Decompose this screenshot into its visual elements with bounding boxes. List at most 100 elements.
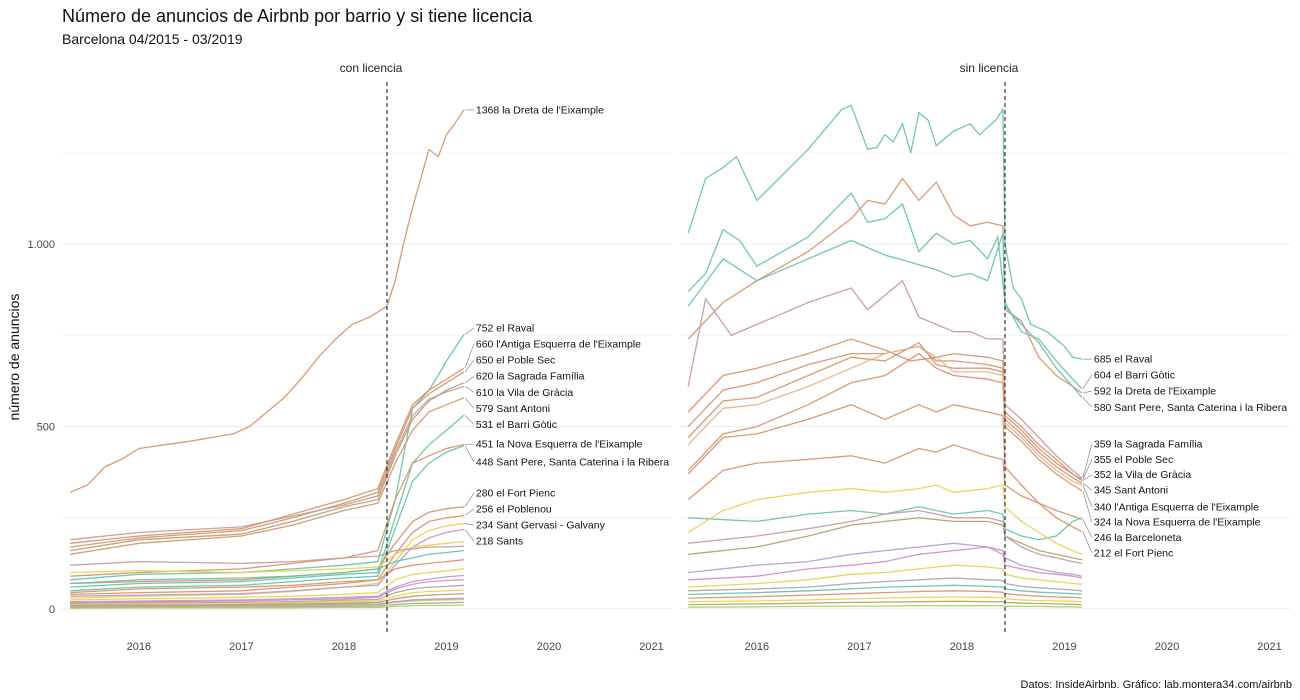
label-connector — [464, 523, 474, 526]
series-line — [687, 345, 1083, 482]
series-line — [687, 444, 1083, 520]
series-line — [70, 382, 465, 552]
series-end-label: 531 el Barri Gòtic — [476, 419, 557, 431]
series-end-label: 280 el Fort Pienc — [476, 487, 555, 499]
series-line — [688, 596, 1082, 603]
series-line — [687, 233, 1083, 398]
series-line — [687, 104, 1083, 360]
series-line — [70, 589, 464, 606]
series-line — [70, 598, 464, 608]
y-axis-label: número de anuncios — [6, 294, 22, 421]
label-connector — [464, 397, 475, 409]
panels: con licencia 2016 2017 2018 2019 2020 2021 0 500… — [27, 61, 1290, 653]
label-connector — [1082, 519, 1093, 538]
panel-1: con licencia 2016 2017 2018 2019 2020 2021 0 500… — [27, 61, 672, 653]
series-line — [70, 385, 465, 541]
series-line — [688, 584, 1082, 596]
panel-strip-label: con licencia — [340, 61, 403, 75]
series-end-label: 324 la Nova Esquerra de l'Eixample — [1094, 517, 1261, 529]
series-line — [688, 546, 1083, 581]
series-end-label: 604 el Barri Gòtic — [1094, 370, 1175, 382]
series-end-label: 359 la Sagrada Família — [1094, 439, 1203, 451]
label-connector — [464, 360, 475, 373]
series-line — [688, 509, 1083, 565]
panel-strip-label: sin licencia — [960, 61, 1019, 75]
series-end-label: 592 la Dreta de l'Eixample — [1094, 386, 1216, 398]
label-connector — [464, 529, 475, 542]
label-connector — [464, 343, 475, 369]
series-line — [70, 579, 464, 604]
series-end-label: 685 el Raval — [1094, 354, 1152, 366]
label-connector — [464, 508, 475, 516]
series-line — [70, 443, 465, 577]
label-connector — [464, 492, 475, 507]
series-line — [688, 590, 1082, 599]
series-end-label: 340 l'Antiga Esquerra de l'Eixample — [1094, 501, 1259, 513]
series-line — [70, 397, 465, 555]
label-connector — [1082, 459, 1093, 480]
label-connector — [464, 386, 475, 393]
x-tick-label: 2017 — [847, 641, 871, 653]
label-connector — [1082, 484, 1093, 507]
series-end-label: 660 l'Antiga Esquerra de l'Eixample — [476, 339, 641, 351]
series-line — [687, 341, 1083, 484]
series-line — [688, 605, 1082, 608]
series-end-label: 1368 la Dreta de l'Eixample — [476, 104, 604, 116]
series-line — [687, 345, 1083, 486]
series-end-label: 650 el Poble Sec — [476, 355, 555, 367]
label-connector — [1082, 490, 1093, 523]
series-line — [70, 604, 464, 609]
y-tick-label: 500 — [37, 422, 55, 434]
series-end-label: 218 Sants — [476, 536, 523, 548]
x-tick-label: 2016 — [745, 641, 769, 653]
series-line — [687, 352, 1083, 492]
x-tick-label: 2018 — [950, 641, 974, 653]
x-tick-label: 2021 — [639, 641, 663, 653]
label-connector — [1082, 390, 1092, 394]
series-line — [70, 568, 464, 601]
label-connector — [1082, 374, 1093, 389]
series-end-label: 579 Sant Antoni — [476, 403, 550, 415]
series-end-label: 256 el Poblenou — [476, 504, 552, 516]
series-end-label: 352 la Vila de Gràcia — [1094, 469, 1191, 481]
series-line — [70, 545, 464, 566]
series-line — [70, 414, 465, 588]
series-line — [688, 577, 1082, 592]
series-end-label: 345 Sant Antoni — [1094, 485, 1168, 497]
series-line — [687, 192, 1083, 390]
series-line — [688, 506, 1083, 541]
series-line — [70, 367, 465, 544]
series-end-label: 246 la Barceloneta — [1094, 532, 1182, 544]
series-line — [70, 549, 464, 585]
x-tick-label: 2018 — [332, 641, 356, 653]
x-tick-label: 2020 — [537, 641, 561, 653]
panel-2: sin licencia 2016 2017 2018 2019 2020 2021 685 … — [680, 61, 1290, 653]
series-end-label: 234 Sant Gervasi - Galvany — [476, 520, 606, 532]
series-line — [70, 528, 465, 597]
series-line — [70, 584, 464, 605]
series-end-label: 580 Sant Pere, Santa Caterina i la Riber… — [1094, 402, 1287, 414]
series-line — [70, 371, 465, 548]
label-connector — [464, 445, 475, 463]
series-end-label: 212 el Fort Pienc — [1094, 547, 1173, 559]
label-connector — [1082, 444, 1093, 479]
label-connector — [464, 415, 475, 425]
series-line — [687, 338, 1083, 481]
series-end-label: 355 el Poble Sec — [1094, 454, 1173, 466]
x-tick-label: 2017 — [229, 641, 253, 653]
series-line — [70, 559, 464, 594]
y-tick-label: 1.000 — [27, 239, 55, 251]
series-line — [70, 593, 464, 607]
series-line — [687, 484, 1083, 555]
series-line — [69, 109, 465, 493]
series-line — [687, 403, 1083, 533]
chart-caption: Datos: InsideAirbnb. Gráfico: lab.monter… — [1021, 679, 1292, 691]
series-line — [687, 177, 1083, 394]
x-tick-label: 2016 — [127, 641, 151, 653]
series-end-label: 752 el Raval — [476, 323, 534, 335]
series-line — [70, 574, 464, 603]
label-connector — [1082, 397, 1093, 408]
x-tick-label: 2019 — [1052, 641, 1076, 653]
chart-title: Número de anuncios de Airbnb por barrio … — [62, 6, 533, 26]
label-connector — [1082, 482, 1093, 491]
